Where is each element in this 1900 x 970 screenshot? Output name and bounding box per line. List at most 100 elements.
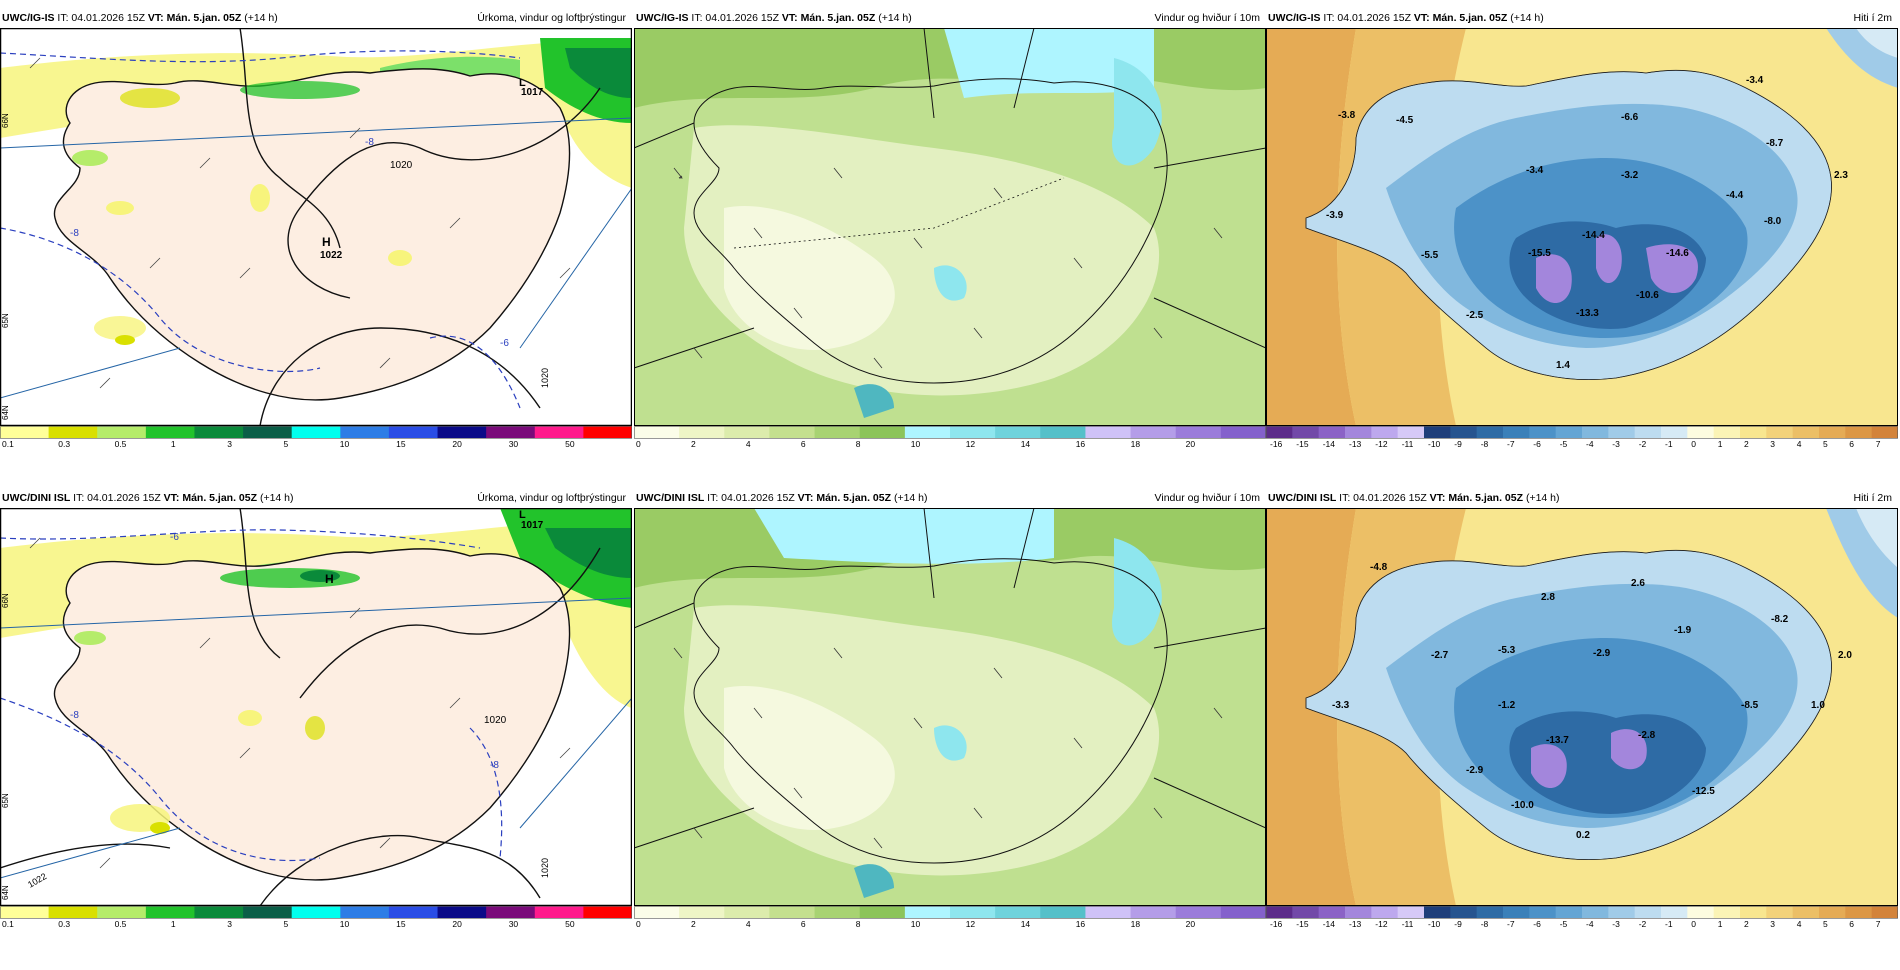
- temp-label: -2.5: [1466, 310, 1484, 321]
- temp-label: -12.5: [1692, 786, 1715, 797]
- colorbar-label: 20: [1186, 439, 1196, 448]
- temp-label: -14.6: [1666, 248, 1689, 259]
- lead-time: (+14 h): [878, 12, 912, 24]
- colorbar-label: 8: [856, 439, 861, 448]
- colorbar-label: 50: [565, 919, 575, 928]
- colorbar-swatch: [583, 426, 632, 438]
- colorbar-swatch: [534, 426, 584, 438]
- lat-label: 65N: [1, 793, 10, 808]
- colorbar-label: 16: [1076, 919, 1086, 928]
- panel-title: Úrkoma, vindur og loftþrýstingur: [477, 12, 626, 24]
- colorbar-label: 12: [966, 919, 976, 928]
- colorbar-swatch: [724, 426, 770, 438]
- colorbar-swatch: [1266, 426, 1293, 438]
- temp-label: 2.6: [1631, 578, 1645, 589]
- colorbar-label: 8: [856, 919, 861, 928]
- panel-header: UWC/IG-IS IT: 04.01.2026 15Z VT: Mán. 5.…: [1268, 10, 1896, 26]
- temp-label: -5.3: [1498, 645, 1516, 656]
- temp-panel-ig: UWC/IG-IS IT: 04.01.2026 15Z VT: Mán. 5.…: [1266, 10, 1898, 490]
- panel-header: UWC/DINI ISL IT: 04.01.2026 15Z VT: Mán.…: [2, 490, 630, 506]
- colorbar-swatch: [724, 906, 770, 918]
- temp-label: -4.5: [1396, 115, 1414, 126]
- temp-label: -8.5: [1741, 700, 1759, 711]
- colorbar-label: -14: [1323, 439, 1336, 448]
- temp-label: -4.4: [1726, 190, 1744, 201]
- colorbar-swatch: [1713, 906, 1741, 918]
- colorbar-swatch: [1529, 426, 1557, 438]
- colorbar-swatch: [1292, 426, 1320, 438]
- temp-label: 2.8: [1541, 592, 1555, 603]
- colorbar-label: 0: [1691, 919, 1696, 928]
- colorbar-label: 1: [1718, 439, 1723, 448]
- colorbar-swatch: [1318, 906, 1346, 918]
- wind-colorbar-svg: 0 2 4 6 8 10 12 14 16 18 20: [634, 426, 1266, 448]
- colorbar-label: 2: [691, 919, 696, 928]
- colorbar-swatch: [1819, 426, 1846, 438]
- temp-label: -2.7: [1431, 650, 1449, 661]
- colorbar-swatch: [1175, 906, 1222, 918]
- wind-colorbar-svg: 0 2 4 6 8 10 12 14 16 18 20: [634, 906, 1266, 928]
- colorbar-swatch: [1608, 426, 1636, 438]
- colorbar-label: 1: [171, 919, 176, 928]
- temp-label: -14.4: [1582, 230, 1605, 241]
- init-time: IT: 04.01.2026 15Z: [691, 12, 779, 24]
- colorbar-label: 4: [1797, 439, 1802, 448]
- colorbar-label: 5: [1823, 439, 1828, 448]
- colorbar-label: 0.3: [58, 439, 70, 448]
- temp-map-svg: -4.8 2.8 2.6 -2.7 -5.3 -2.9 -1.9 -8.2 2.…: [1266, 508, 1898, 906]
- temp-label: 2.3: [1834, 170, 1848, 181]
- valid-time: VT: Mán. 5.jan. 05Z: [797, 492, 892, 504]
- pressure-label: 1020: [540, 368, 550, 388]
- low-marker: L: [519, 77, 526, 89]
- temp-map: -3.4 -3.8 -4.5 -6.6 -8.7 -3.4 -3.2 -4.4 …: [1266, 28, 1898, 426]
- colorbar-label: 50: [565, 439, 575, 448]
- panel-title: Úrkoma, vindur og loftþrýstingur: [477, 492, 626, 504]
- temp-label: -10.6: [1636, 290, 1659, 301]
- colorbar-label: 20: [452, 919, 462, 928]
- isotherm-label: -6: [500, 338, 509, 349]
- model-name: UWC/DINI ISL: [1268, 492, 1337, 504]
- pressure-label: 1020: [484, 715, 507, 726]
- colorbar-label: 0.5: [115, 439, 127, 448]
- colorbar-swatch: [97, 906, 147, 918]
- colorbar-label: 14: [1021, 919, 1031, 928]
- valid-time: VT: Mán. 5.jan. 05Z: [147, 12, 242, 24]
- colorbar-swatch: [995, 426, 1041, 438]
- colorbar-swatch: [1582, 426, 1609, 438]
- colorbar-swatch: [1792, 906, 1820, 918]
- wind-map: [634, 28, 1266, 426]
- colorbar-swatch: [388, 906, 439, 918]
- colorbar-label: 0.3: [58, 919, 70, 928]
- colorbar-label: 30: [509, 919, 519, 928]
- colorbar-swatch: [486, 426, 536, 438]
- isotherm-label: -6: [170, 532, 179, 543]
- colorbar-label: -13: [1349, 439, 1362, 448]
- model-name: UWC/IG-IS: [636, 12, 689, 24]
- temp-colorbar: -16 -15 -14 -13 -12 -11 -10 -9 -8 -7 -6 -5 -4 -3 -2 -1 0…: [1266, 426, 1898, 448]
- colorbar-swatch: [1476, 426, 1504, 438]
- colorbar-swatch: [145, 906, 195, 918]
- colorbar-swatch: [814, 426, 861, 438]
- colorbar-swatch: [48, 426, 98, 438]
- colorbar-swatch: [0, 426, 50, 438]
- colorbar-label: 0: [636, 919, 641, 928]
- pressure-label: 1017: [521, 87, 544, 98]
- colorbar-swatch: [1424, 906, 1451, 918]
- colorbar-label: 2: [1744, 439, 1749, 448]
- colorbar-swatch: [814, 906, 861, 918]
- colorbar-swatch: [1871, 426, 1898, 438]
- temp-colorbar-svg: -16 -15 -14 -13 -12 -11 -10 -9 -8 -7 -6 -5 -4 -3 -2 -1 0…: [1266, 906, 1898, 928]
- temp-map-svg: -3.4 -3.8 -4.5 -6.6 -8.7 -3.4 -3.2 -4.4 …: [1266, 28, 1898, 426]
- colorbar-label: 6: [1849, 919, 1854, 928]
- colorbar-label: 0.1: [2, 919, 14, 928]
- precip-colorbar: 0.1 0.3 0.5 1 3 5 10 15 20 30 50: [0, 906, 632, 928]
- colorbar-swatch: [904, 906, 951, 918]
- temp-label: -13.7: [1546, 735, 1569, 746]
- temp-map: -4.8 2.8 2.6 -2.7 -5.3 -2.9 -1.9 -8.2 2.…: [1266, 508, 1898, 906]
- colorbar-swatch: [1713, 426, 1741, 438]
- wind-panel-ig: UWC/IG-IS IT: 04.01.2026 15Z VT: Mán. 5.…: [634, 10, 1266, 490]
- colorbar-label: -8: [1481, 919, 1489, 928]
- model-name: UWC/DINI ISL: [636, 492, 705, 504]
- colorbar-swatch: [679, 906, 725, 918]
- temp-label: -6.6: [1621, 112, 1639, 123]
